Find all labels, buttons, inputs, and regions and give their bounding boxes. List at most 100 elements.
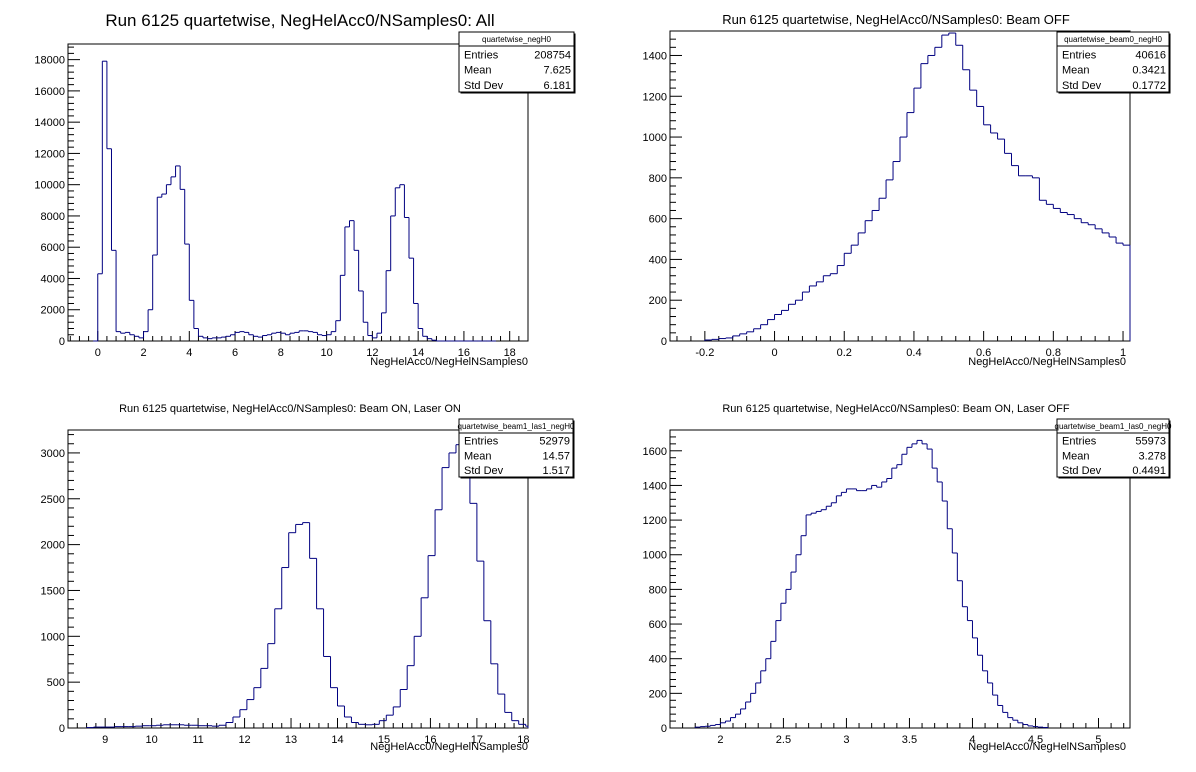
stats-std-dev-value: 6.181 — [543, 80, 571, 92]
y-tick-label: 0 — [661, 336, 667, 348]
x-tick-label: 0.2 — [837, 347, 852, 359]
y-tick-label: 2500 — [41, 494, 65, 506]
x-tick-label: 18 — [517, 734, 529, 746]
stats-box-frame — [458, 418, 574, 478]
stats-mean-label: Mean — [464, 450, 492, 462]
stats-entries-label: Entries — [1062, 436, 1097, 448]
stats-entries-value: 55973 — [1135, 436, 1166, 448]
stats-box: quartetwise_beam1_las1_negH0 Entries 52979… — [458, 418, 576, 479]
x-tick-label: 15 — [378, 734, 390, 746]
stats-histogram-name: quartetwise_negH0 — [482, 35, 551, 44]
histogram-panel-3: Run 6125 quartetwise, NegHelAcc0/NSample… — [41, 403, 576, 753]
x-tick-label: 12 — [238, 734, 250, 746]
y-tick-label: 1000 — [643, 132, 667, 144]
histogram-panel-2: Run 6125 quartetwise, NegHelAcc0/NSample… — [643, 12, 1171, 368]
x-tick-label: 3.5 — [902, 734, 917, 746]
stats-mean-value: 3.278 — [1138, 450, 1166, 462]
stats-box: quartetwise_beam1_las0_negH0 Entries 55973… — [1055, 418, 1173, 479]
y-tick-label: 400 — [649, 254, 667, 266]
stats-mean-value: 14.57 — [542, 450, 570, 462]
y-tick-label: 1400 — [643, 50, 667, 62]
x-tick-label: 0.6 — [976, 347, 991, 359]
y-tick-label: 16000 — [34, 86, 65, 98]
stats-box-frame — [1056, 31, 1170, 93]
x-tick-label: 1 — [1120, 347, 1126, 359]
stats-box-frame — [1056, 418, 1170, 478]
x-tick-label: 9 — [102, 734, 108, 746]
x-tick-label: 6 — [232, 347, 238, 359]
x-tick-label: 11 — [192, 734, 203, 746]
x-tick-label: 4 — [969, 734, 975, 746]
y-tick-label: 1000 — [41, 631, 65, 643]
x-tick-label: 18 — [504, 347, 516, 359]
histogram-series — [93, 60, 496, 342]
y-tick-label: 14000 — [34, 117, 65, 129]
x-tick-label: 0 — [771, 347, 777, 359]
y-tick-label: 1200 — [643, 91, 667, 103]
stats-mean-label: Mean — [464, 65, 492, 77]
x-tick-label: 14 — [331, 734, 343, 746]
stats-entries-label: Entries — [464, 49, 499, 61]
stats-entries-value: 208754 — [534, 49, 571, 61]
y-tick-label: 400 — [649, 654, 667, 666]
histogram-series — [694, 439, 1049, 728]
x-tick-label: -0.2 — [695, 347, 714, 359]
stats-std-dev-label: Std Dev — [1062, 465, 1102, 477]
x-tick-label: 0.4 — [906, 347, 921, 359]
stats-entries-value: 52979 — [539, 436, 570, 448]
stats-entries-value: 40616 — [1135, 49, 1166, 61]
x-tick-label: 2 — [140, 347, 146, 359]
stats-mean-value: 7.625 — [543, 65, 571, 77]
x-tick-label: 5 — [1095, 734, 1101, 746]
x-tick-label: 17 — [471, 734, 483, 746]
x-tick-label: 0.8 — [1046, 347, 1061, 359]
y-tick-label: 3000 — [41, 448, 65, 460]
x-tick-label: 8 — [278, 347, 284, 359]
y-tick-label: 0 — [59, 336, 65, 348]
histogram-panel-4: Run 6125 quartetwise, NegHelAcc0/NSample… — [643, 403, 1173, 753]
x-tick-label: 14 — [412, 347, 424, 359]
stats-entries-label: Entries — [464, 436, 499, 448]
x-axis-label: NegHelAcc0/NegHelNSamples0 — [370, 356, 528, 368]
y-tick-label: 12000 — [34, 148, 65, 160]
y-tick-label: 1600 — [643, 446, 667, 458]
y-tick-label: 10000 — [34, 180, 65, 192]
stats-std-dev-value: 1.517 — [542, 465, 570, 477]
y-tick-label: 500 — [47, 677, 65, 689]
plot-title: Run 6125 quartetwise, NegHelAcc0/NSample… — [105, 11, 494, 30]
x-tick-label: 2 — [717, 734, 723, 746]
x-axis-label: NegHelAcc0/NegHelNSamples0 — [370, 741, 528, 753]
y-tick-label: 6000 — [41, 242, 65, 254]
histogram-series — [86, 444, 529, 729]
x-axis-label: NegHelAcc0/NegHelNSamples0 — [968, 356, 1126, 368]
stats-std-dev-label: Std Dev — [464, 80, 504, 92]
stats-box: quartetwise_negH0 Entries 208754 Mean 7.625 S… — [458, 31, 576, 94]
x-tick-label: 0 — [95, 347, 101, 359]
plot-frame — [67, 43, 529, 342]
y-tick-label: 0 — [661, 723, 667, 735]
y-tick-label: 1400 — [643, 480, 667, 492]
y-tick-label: 600 — [649, 214, 667, 226]
stats-mean-label: Mean — [1062, 450, 1090, 462]
y-tick-label: 800 — [649, 584, 667, 596]
y-tick-label: 800 — [649, 173, 667, 185]
x-tick-label: 4.5 — [1028, 734, 1043, 746]
y-tick-label: 600 — [649, 619, 667, 631]
stats-histogram-name: quartetwise_beam1_las0_negH0 — [1055, 422, 1173, 431]
plot-frame — [669, 429, 1131, 729]
y-tick-label: 8000 — [41, 211, 65, 223]
x-tick-label: 16 — [424, 734, 436, 746]
x-tick-label: 10 — [320, 347, 332, 359]
stats-histogram-name: quartetwise_beam1_las1_negH0 — [458, 422, 576, 431]
plot-title: Run 6125 quartetwise, NegHelAcc0/NSample… — [722, 403, 1070, 415]
plot-title: Run 6125 quartetwise, NegHelAcc0/NSample… — [722, 12, 1070, 27]
x-tick-label: 4 — [186, 347, 192, 359]
x-tick-label: 2.5 — [776, 734, 791, 746]
plot-frame — [67, 429, 529, 729]
stats-entries-label: Entries — [1062, 49, 1097, 61]
y-tick-label: 2000 — [41, 305, 65, 317]
stats-std-dev-label: Std Dev — [1062, 80, 1102, 92]
stats-histogram-name: quartetwise_beam0_negH0 — [1064, 35, 1162, 44]
x-tick-label: 13 — [285, 734, 297, 746]
